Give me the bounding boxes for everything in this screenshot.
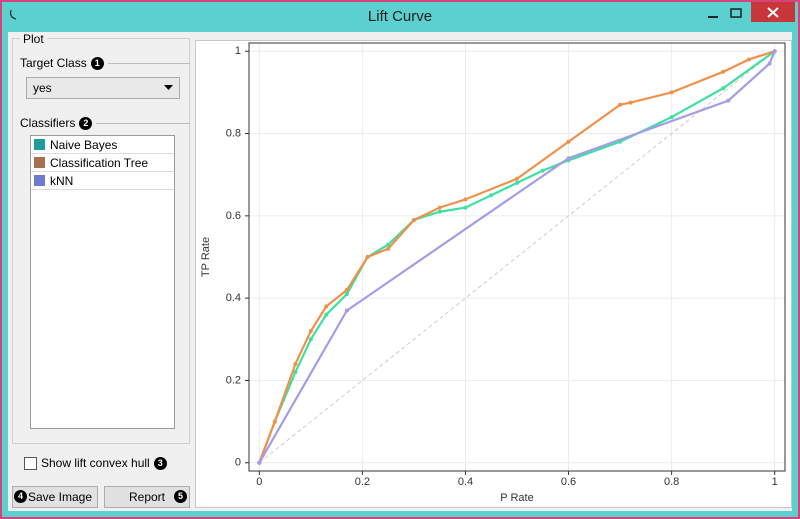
target-class-dropdown[interactable]: yes xyxy=(26,77,180,99)
badge: 2 xyxy=(79,116,93,130)
badge: 4 xyxy=(14,490,27,503)
app-icon xyxy=(9,9,17,20)
curve-point xyxy=(726,98,731,103)
curve-point xyxy=(411,217,416,222)
curve-point xyxy=(293,362,298,366)
curve-point xyxy=(272,419,277,424)
selected: yes xyxy=(33,81,52,95)
curve-point xyxy=(344,308,349,313)
maximize[interactable] xyxy=(730,8,742,18)
y-axis-label: TP Rate xyxy=(200,237,212,277)
curve-point xyxy=(515,176,519,181)
y-tick-label: 0.6 xyxy=(226,210,241,222)
plot-frame xyxy=(248,42,786,472)
curve-point xyxy=(721,86,726,91)
label: Show lift convex hull xyxy=(41,456,150,470)
curve-point xyxy=(721,69,726,74)
legend-label: Classification Tree xyxy=(50,155,149,170)
x-tick-label: 0 xyxy=(256,476,262,488)
checkbox[interactable] xyxy=(24,456,37,470)
y-tick-label: 0.8 xyxy=(226,127,241,139)
y-tick-label: 0 xyxy=(235,457,241,469)
curve-point xyxy=(515,180,519,185)
curve-point xyxy=(365,255,370,259)
plot-box-title: Plot xyxy=(20,32,47,46)
curve-point xyxy=(308,337,313,342)
diagonal-reference xyxy=(258,50,776,464)
dropdown-arrow xyxy=(164,85,173,90)
save-image-button[interactable]: 4 Save Image xyxy=(12,486,98,508)
y-tick-label: 1 xyxy=(235,45,241,57)
classifier-item[interactable]: Naive Bayes xyxy=(31,136,174,154)
curve-point xyxy=(324,312,329,317)
badge: 5 xyxy=(174,490,187,503)
curve-point xyxy=(618,102,623,107)
classifier-item[interactable]: Classification Tree xyxy=(31,154,174,172)
window-title: Lift Curve xyxy=(367,8,433,25)
report-button[interactable]: Report 5 xyxy=(104,486,190,508)
lift-curve xyxy=(258,50,776,464)
curve-point xyxy=(489,193,494,198)
x-tick-label: 1 xyxy=(772,476,778,488)
legend-label: kNN xyxy=(50,173,74,188)
curve-point xyxy=(767,61,772,66)
curve-point xyxy=(324,304,329,309)
target-class-label: Target Class 1 xyxy=(20,56,190,70)
curve-point xyxy=(669,115,674,120)
curve-point xyxy=(566,139,571,144)
convex-hull-option[interactable]: Show lift convex hull 3 xyxy=(24,456,167,470)
badge: 3 xyxy=(153,456,167,470)
x-tick-label: 0.6 xyxy=(561,476,576,488)
curve-point xyxy=(437,209,442,214)
curve-point xyxy=(463,205,468,210)
x-tick-label: 0.8 xyxy=(664,476,679,488)
curve-point xyxy=(540,168,545,173)
label: Classifiers xyxy=(20,116,76,130)
plot-box xyxy=(12,38,190,444)
legend-swatch xyxy=(34,139,45,150)
classifiers-label: Classifiers 2 xyxy=(20,116,190,130)
x-tick-label: 0.4 xyxy=(458,476,473,488)
curve-point xyxy=(308,329,313,334)
x-axis-label: P Rate xyxy=(500,492,533,504)
curve-point xyxy=(386,246,391,251)
label: Target Class xyxy=(20,56,87,70)
curve-point xyxy=(463,197,468,202)
legend-swatch xyxy=(34,175,45,186)
curve-point xyxy=(257,460,262,465)
curve-point xyxy=(437,205,442,210)
curve-point xyxy=(772,49,777,54)
curve-point xyxy=(386,242,391,247)
curve-point xyxy=(293,370,298,375)
classifier-item[interactable]: kNN xyxy=(31,172,174,190)
label: Save Image xyxy=(27,490,93,504)
y-tick-label: 0.4 xyxy=(226,292,241,304)
window-controls[interactable] xyxy=(696,2,796,24)
lift-curve-chart: 0 0.2 0.4 0.6 0.8 1 0 0.2 0.4 0.6 0.8 1 P Rate TP Rat… xyxy=(195,40,792,508)
x-tick-label: 0.2 xyxy=(355,476,370,488)
curve-point xyxy=(746,57,751,62)
curve-point xyxy=(344,292,349,297)
curve-point xyxy=(344,287,349,292)
curve-point xyxy=(628,100,633,105)
window-body: Plot Target Class 1 yes Classifiers 2 Na… xyxy=(8,32,792,511)
badge: 1 xyxy=(90,56,104,70)
curve-point xyxy=(566,156,571,161)
legend-swatch xyxy=(34,157,45,168)
label: Report xyxy=(128,490,166,504)
y-tick-label: 0.2 xyxy=(226,374,241,386)
classifier-list[interactable]: Naive Bayes Classification Tree kNN xyxy=(30,135,175,429)
legend-label: Naive Bayes xyxy=(50,137,118,152)
curve-point xyxy=(669,90,674,95)
